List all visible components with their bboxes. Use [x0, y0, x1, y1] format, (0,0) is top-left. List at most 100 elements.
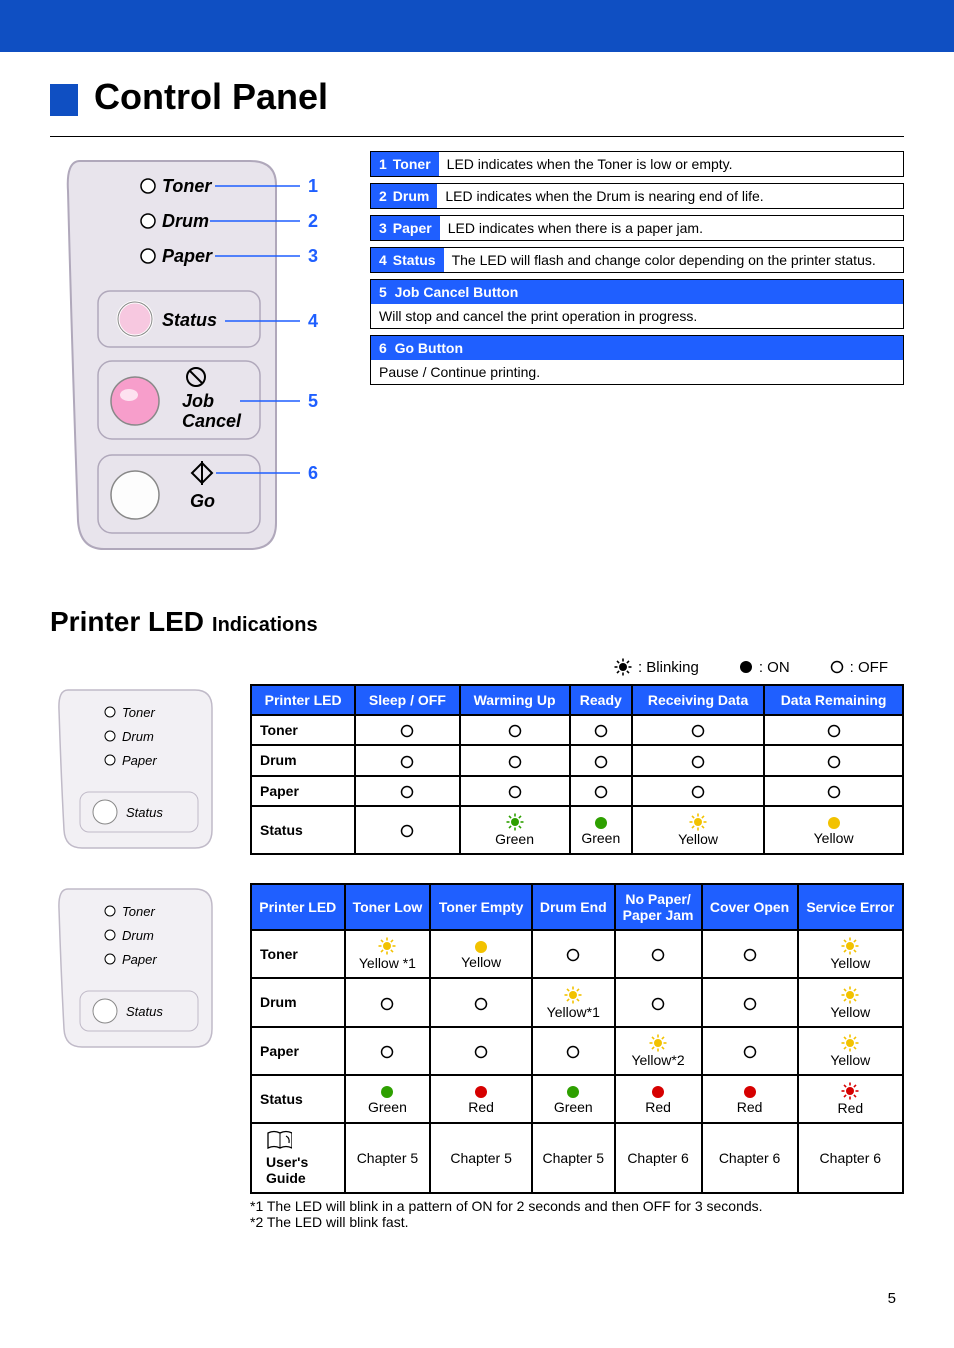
- desc-row: 1 TonerLED indicates when the Toner is l…: [370, 151, 904, 177]
- top-bar: [0, 0, 954, 52]
- table-cell: Yellow*1: [532, 978, 615, 1026]
- legend-item: : OFF: [830, 658, 888, 676]
- row-head: Paper: [251, 1027, 345, 1075]
- table-cell: Red: [702, 1075, 798, 1123]
- description-column: 1 TonerLED indicates when the Toner is l…: [370, 151, 904, 385]
- table-cell: Yellow: [798, 930, 903, 978]
- svg-text:1: 1: [308, 176, 318, 196]
- table-row: User'sGuideChapter 5Chapter 5Chapter 5Ch…: [251, 1123, 903, 1193]
- row-head: User'sGuide: [251, 1123, 345, 1193]
- legend-item: : ON: [739, 658, 790, 676]
- table-row: StatusGreenRedGreenRedRedRed: [251, 1075, 903, 1123]
- svg-text:Toner: Toner: [162, 176, 212, 196]
- table-cell: [764, 745, 903, 775]
- desc-body: The LED will flash and change color depe…: [444, 248, 903, 272]
- desc-body: Pause / Continue printing.: [371, 360, 903, 384]
- table-header: Toner Empty: [430, 884, 532, 930]
- svg-text:Toner: Toner: [122, 705, 155, 720]
- table-cell: [570, 715, 632, 745]
- table-header: Service Error: [798, 884, 903, 930]
- desc-head: 3 Paper: [371, 216, 440, 240]
- svg-text:Status: Status: [126, 1004, 163, 1019]
- table-header: Warming Up: [460, 685, 570, 715]
- svg-text:Cancel: Cancel: [182, 411, 242, 431]
- table-cell: [532, 930, 615, 978]
- table-cell: Yellow *1: [345, 930, 431, 978]
- table-cell: Yellow: [430, 930, 532, 978]
- table-header: Cover Open: [702, 884, 798, 930]
- svg-text:4: 4: [308, 311, 318, 331]
- table-cell: [355, 715, 459, 745]
- svg-text:Drum: Drum: [122, 928, 154, 943]
- table-row: StatusGreenGreenYellowYellow: [251, 806, 903, 854]
- table-row: Paper: [251, 776, 903, 806]
- row-head: Paper: [251, 776, 355, 806]
- desc-row: 5 Job Cancel ButtonWill stop and cancel …: [370, 279, 904, 329]
- table-cell: Yellow: [798, 978, 903, 1026]
- table-cell: [345, 978, 431, 1026]
- table-cell: [615, 930, 702, 978]
- page-number: 5: [50, 1290, 904, 1307]
- table-cell: [460, 715, 570, 745]
- desc-body: Will stop and cancel the print operation…: [371, 304, 903, 328]
- svg-text:Paper: Paper: [122, 952, 157, 967]
- row-head: Toner: [251, 930, 345, 978]
- svg-text:Drum: Drum: [122, 729, 154, 744]
- desc-head: 1 Toner: [371, 152, 439, 176]
- table-header: Receiving Data: [632, 685, 764, 715]
- row-head: Status: [251, 1075, 345, 1123]
- table-cell: Yellow: [632, 806, 764, 854]
- table-cell: [702, 930, 798, 978]
- row-head: Drum: [251, 745, 355, 775]
- table-cell: Green: [460, 806, 570, 854]
- table-cell: [764, 715, 903, 745]
- table-cell: [430, 978, 532, 1026]
- table-cell: [345, 1027, 431, 1075]
- desc-row: 4 StatusThe LED will flash and change co…: [370, 247, 904, 273]
- desc-head: 2 Drum: [371, 184, 437, 208]
- section-title: Control Panel: [94, 76, 328, 118]
- svg-text:Go: Go: [190, 491, 215, 511]
- table-row: Drum Yellow*1 Yellow: [251, 978, 903, 1026]
- table-cell: Green: [570, 806, 632, 854]
- page-content: Control Panel Toner Drum Paper Status: [0, 52, 954, 1337]
- row-head: Drum: [251, 978, 345, 1026]
- led-table-1-wrap: Printer LEDSleep / OFFWarming UpReadyRec…: [250, 684, 904, 855]
- desc-row: 6 Go ButtonPause / Continue printing.: [370, 335, 904, 385]
- table-cell: [355, 745, 459, 775]
- table-cell: Yellow*2: [615, 1027, 702, 1075]
- led-title-sub: Indications: [212, 614, 318, 637]
- table-cell: Green: [345, 1075, 431, 1123]
- led-table-2-wrap: Printer LEDToner LowToner EmptyDrum EndN…: [250, 883, 904, 1230]
- table-header: Data Remaining: [764, 685, 903, 715]
- table-header: Sleep / OFF: [355, 685, 459, 715]
- table-cell: [764, 776, 903, 806]
- row-head: Status: [251, 806, 355, 854]
- led-legend: : Blinking: ON: OFF: [50, 658, 904, 676]
- table-header: Printer LED: [251, 685, 355, 715]
- footnote: *2 The LED will blink fast.: [250, 1214, 904, 1230]
- table-cell: [702, 978, 798, 1026]
- svg-text:5: 5: [308, 391, 318, 411]
- mini-panel-2: Toner Drum Paper Status: [50, 883, 220, 1058]
- table-cell: Yellow: [764, 806, 903, 854]
- table-row: TonerYellow *1YellowYellow: [251, 930, 903, 978]
- table-cell: Chapter 6: [798, 1123, 903, 1193]
- divider: [50, 136, 904, 137]
- table-cell: [702, 1027, 798, 1075]
- table-header: Ready: [570, 685, 632, 715]
- table-header: Drum End: [532, 884, 615, 930]
- table-cell: Chapter 5: [532, 1123, 615, 1193]
- mini-panel-1: Toner Drum Paper Status: [50, 684, 220, 859]
- table-cell: [632, 776, 764, 806]
- table-row: Drum: [251, 745, 903, 775]
- table-header: Toner Low: [345, 884, 431, 930]
- table-cell: Red: [430, 1075, 532, 1123]
- svg-text:Status: Status: [162, 310, 217, 330]
- svg-text:Drum: Drum: [162, 211, 209, 231]
- desc-body: LED indicates when the Toner is low or e…: [439, 152, 903, 176]
- table-cell: Red: [615, 1075, 702, 1123]
- desc-body: LED indicates when there is a paper jam.: [440, 216, 903, 240]
- table-row: PaperYellow*2Yellow: [251, 1027, 903, 1075]
- svg-text:Job: Job: [182, 391, 214, 411]
